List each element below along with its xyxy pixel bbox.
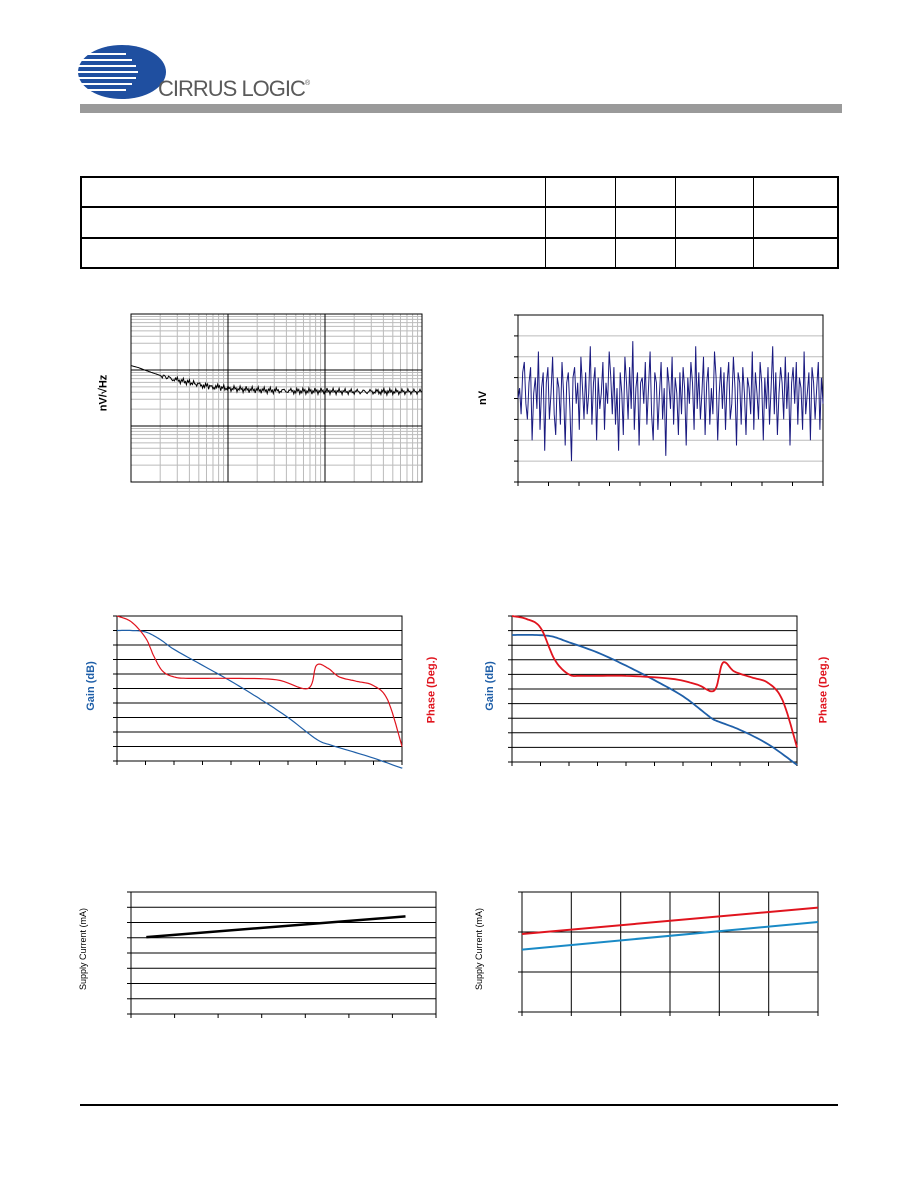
supply-2-red-series <box>521 906 819 935</box>
logo-globe-icon <box>76 45 166 99</box>
footer-rule <box>80 1104 838 1106</box>
plot-frame <box>130 313 423 483</box>
gain-phase-chart-1 <box>113 615 403 769</box>
logo-wordmark: CIRRUS LOGIC <box>158 76 306 101</box>
supply-current-chart-1 <box>127 891 437 1018</box>
cirrus-logic-logo: CIRRUS LOGIC ® <box>76 44 316 106</box>
gain-phase-chart-2 <box>508 615 798 766</box>
supply-1-series <box>146 915 406 939</box>
noise-density-series <box>130 365 422 397</box>
gain-phase-2-ylabel: Gain (dB) <box>483 661 496 711</box>
gain-series <box>117 629 403 769</box>
noise-density-ylabel: nV/√Hz <box>97 374 110 412</box>
table-row <box>80 237 839 269</box>
table-row <box>80 176 839 208</box>
gain-phase-1-ylabel: Gain (dB) <box>84 661 97 711</box>
supply-2-blue-series <box>521 921 819 951</box>
spec-table <box>80 176 839 269</box>
gain-phase-2-y2label: Phase (Deg.) <box>817 656 830 724</box>
gain-series <box>512 633 798 766</box>
table-row <box>80 206 839 239</box>
logo-trademark: ® <box>305 79 311 87</box>
time-noise-series <box>517 341 824 462</box>
header-rule <box>80 104 842 113</box>
gain-phase-1-y2label: Phase (Deg.) <box>425 656 438 724</box>
phase-series <box>511 615 798 748</box>
supply-1-ylabel: Supply Current (mA) <box>78 907 89 991</box>
supply-current-chart-2 <box>518 891 819 1016</box>
phase-series <box>116 615 403 747</box>
time-noise-ylabel: nV <box>477 390 490 406</box>
supply-2-ylabel: Supply Current (mA) <box>474 907 485 991</box>
time-noise-chart <box>514 314 824 486</box>
noise-density-chart <box>130 313 423 483</box>
